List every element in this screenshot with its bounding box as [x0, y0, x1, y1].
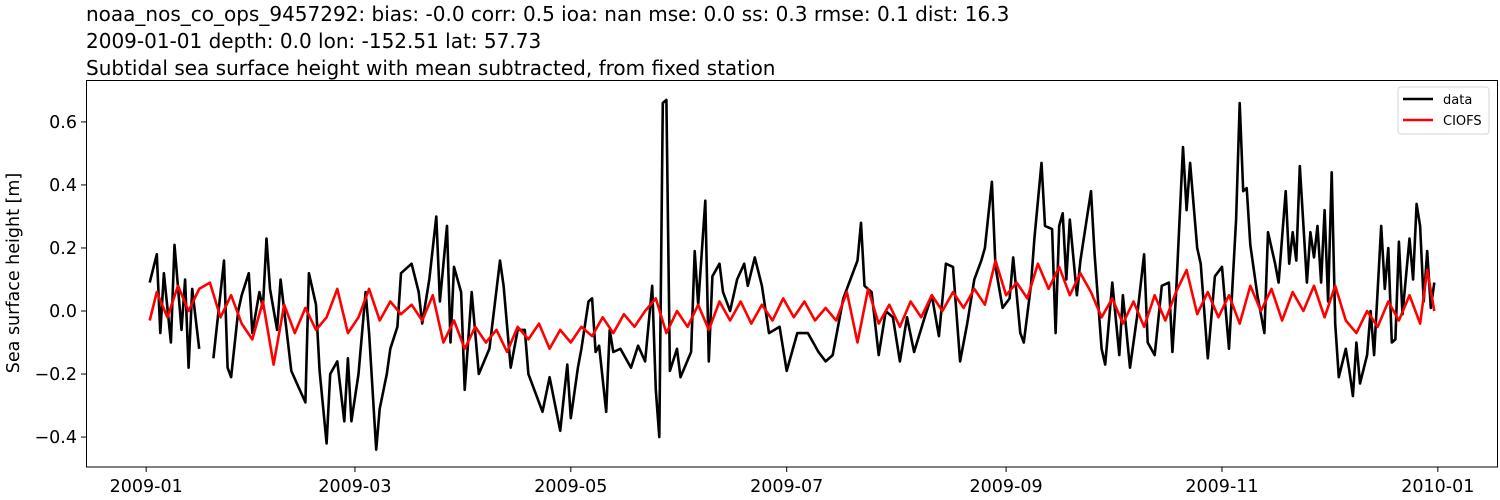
legend-label-ciofs: CIOFS: [1443, 114, 1482, 129]
x-tick-label: 2009-05: [534, 477, 607, 497]
y-tick-label: 0.6: [49, 113, 77, 133]
x-tick-label: 2009-01: [110, 477, 183, 497]
legend: data CIOFS: [1397, 86, 1490, 135]
y-axis-label: Sea surface height [m]: [4, 173, 24, 373]
y-tick-label: 0.4: [49, 176, 77, 196]
legend-label-data: data: [1443, 93, 1472, 108]
plot-area-frame: [86, 80, 1498, 468]
y-tick-label: −0.2: [35, 365, 78, 385]
y-tick-label: 0.2: [49, 239, 77, 259]
x-tick-label: 2009-03: [318, 477, 391, 497]
x-tick-label: 2010-01: [1401, 477, 1474, 497]
x-tick-label: 2009-11: [1185, 477, 1258, 497]
series-line-ciofs: [148, 259, 1436, 366]
x-tick-label: 2009-09: [970, 477, 1043, 497]
chart-title-line-1: noaa_nos_co_ops_9457292: bias: -0.0 corr…: [86, 2, 1009, 26]
y-tick-label: −0.4: [35, 428, 78, 448]
y-tick-label: 0.0: [49, 302, 77, 322]
ticks-layer: 2009-01 2009-03 2009-05 2009-07 2009-09 2009-…: [35, 113, 1475, 497]
series-layer: [148, 98, 1436, 451]
chart-title-line-3: Subtidal sea surface height with mean su…: [86, 56, 775, 80]
chart-title-line-2: 2009-01-01 depth: 0.0 lon: -152.51 lat: …: [86, 29, 541, 53]
series-line-data: [148, 98, 1436, 451]
x-tick-label: 2009-07: [750, 477, 823, 497]
